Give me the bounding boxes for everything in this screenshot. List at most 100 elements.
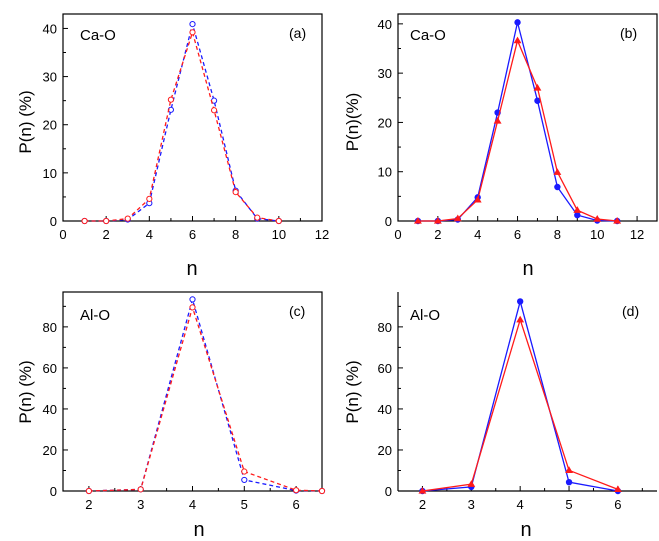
panel-c-y-axis-title: P(n) (%)	[16, 360, 35, 423]
panel-b-red-data-point	[493, 116, 502, 124]
panel-c-red-data-point	[293, 487, 300, 494]
panel-d-series-label: Al-O	[410, 307, 440, 324]
panel-c-series-label: Al-O	[80, 307, 110, 324]
panel-b-red-data-point	[433, 217, 442, 224]
panel-b-x-tick-label: 6	[514, 227, 521, 242]
panel-b-y-tick-label: 20	[378, 115, 392, 130]
panel-b-red-data-point	[553, 168, 562, 175]
panel-d-y-tick-label: 80	[378, 320, 392, 335]
panel-a-blue-data-point	[189, 21, 196, 28]
panel-d-red-data-point	[467, 480, 476, 487]
panel-b-y-tick-label: 40	[378, 17, 392, 32]
panel-d-y-tick-label: 40	[378, 402, 392, 417]
panel-d-x-axis-title: n	[520, 519, 531, 541]
panel-b-x-tick-label: 0	[394, 227, 401, 242]
panel-c-x-tick-label: 5	[241, 497, 248, 512]
panel-d-red-data-point	[613, 485, 622, 493]
panel-b-x-tick-label: 12	[630, 227, 644, 242]
panel-b-x-axis-title: n	[522, 258, 533, 280]
panel-b-x-tick-label: 10	[590, 227, 604, 242]
panel-d-red-data-point	[418, 487, 427, 494]
panel-a-y-tick-label: 20	[43, 118, 57, 133]
panel-a-y-axis-title: P(n) (%)	[16, 90, 35, 153]
panel-c-blue-data-point	[189, 296, 196, 303]
panel-b-x-tick-label: 4	[474, 227, 481, 242]
panel-b-red-data-point	[453, 214, 462, 222]
panel-a-x-tick-label: 0	[59, 227, 66, 242]
panel-b-y-tick-label: 10	[378, 165, 392, 180]
panel-c-red-data-point	[85, 487, 93, 495]
panel-d-x-tick-label: 3	[468, 497, 475, 512]
panel-a-x-tick-label: 12	[315, 227, 329, 242]
panel-d-x-tick-label: 6	[614, 497, 621, 512]
panel-b-label: (b)	[620, 25, 637, 41]
panel-c-x-tick-label: 4	[189, 497, 196, 512]
panel-a-y-tick-label: 30	[43, 70, 57, 85]
panel-a-red-data-point	[232, 189, 239, 196]
panel-d-y-tick-label: 0	[385, 484, 392, 499]
panel-b-red-series-line	[417, 38, 618, 222]
panel-a-red-data-point	[189, 29, 196, 36]
panel-d-blue-data-point	[565, 478, 573, 486]
panel-d-blue-data-point	[516, 298, 524, 305]
panel-c-y-tick-label: 80	[43, 320, 57, 335]
panel-c-blue-series-line	[88, 296, 323, 492]
panel-d-y-tick-label: 20	[378, 443, 392, 458]
panel-b-red-data-point	[413, 217, 422, 224]
panel-b-series-label: Ca-O	[410, 27, 446, 44]
panel-c-x-tick-label: 3	[137, 497, 144, 512]
panel-b-blue-data-point	[574, 211, 581, 219]
panel-c-label: (c)	[289, 303, 305, 319]
panel-b-y-axis-title: P(n)(%)	[343, 93, 362, 152]
panel-a-x-tick-label: 10	[272, 227, 286, 242]
panel-a-red-data-point	[146, 195, 153, 202]
panel-a-red-data-point	[254, 214, 261, 221]
panel-a-red-data-point	[210, 107, 218, 114]
panel-d-y-axis-title: P(n) (%)	[343, 360, 362, 423]
panel-c-y-tick-label: 40	[43, 402, 57, 417]
panel-a-x-tick-label: 4	[146, 227, 153, 242]
panel-c-red-data-point	[318, 487, 326, 495]
panel-a-label: (a)	[289, 25, 306, 41]
panel-c-blue-data-point	[241, 476, 248, 484]
panel-d-y-tick-label: 60	[378, 361, 392, 376]
panel-a-red-data-point	[275, 217, 282, 225]
panel-b-red-data-point	[573, 206, 582, 213]
panel-a-x-tick-label: 6	[189, 227, 196, 242]
panel-a-red-series-line	[84, 30, 279, 222]
panel-a-red-data-point	[167, 96, 175, 103]
panel-c-red-data-point	[189, 304, 196, 311]
panel-a: Ca-O (a) P(n) (%) n 0 2 4 6 8 10 12 0 10 20 30 40	[16, 13, 329, 280]
panel-b-red-data-point	[513, 36, 522, 44]
panel-b-y-tick-label: 30	[378, 66, 392, 81]
panel-a-y-tick-label: 0	[50, 214, 57, 229]
panel-b-blue-data-point	[554, 183, 561, 191]
panel-c-y-tick-label: 0	[50, 484, 57, 499]
panel-a-frame	[62, 13, 323, 222]
panel-c-red-data-point	[241, 468, 248, 475]
panel-a-series-label: Ca-O	[80, 27, 116, 44]
panel-a-y-tick-label: 40	[43, 21, 57, 36]
panel-d-x-tick-label: 2	[419, 497, 426, 512]
panel-a-y-tick-label: 10	[43, 166, 57, 181]
panel-a-x-tick-label: 8	[232, 227, 239, 242]
panel-a-x-tick-label: 2	[103, 227, 110, 242]
panel-a-red-data-point	[124, 215, 131, 222]
panel-b-blue-series-line	[417, 22, 618, 222]
panel-b-blue-data-point	[514, 19, 521, 26]
panel-a-x-axis-title: n	[186, 258, 197, 280]
panel-d-red-data-point	[565, 466, 573, 473]
panel-c-x-tick-label: 6	[292, 497, 299, 512]
panel-c-y-tick-label: 20	[43, 443, 57, 458]
panel-b-red-data-point	[613, 217, 622, 224]
panel-d-red-data-point	[516, 315, 525, 323]
panel-c-red-data-point	[137, 486, 144, 493]
panel-a-red-data-point	[81, 217, 88, 225]
panel-d-x-tick-label: 4	[517, 497, 524, 512]
panel-c-x-tick-label: 2	[85, 497, 92, 512]
panel-d-label: (d)	[622, 303, 639, 319]
panel-b-x-tick-label: 2	[434, 227, 441, 242]
